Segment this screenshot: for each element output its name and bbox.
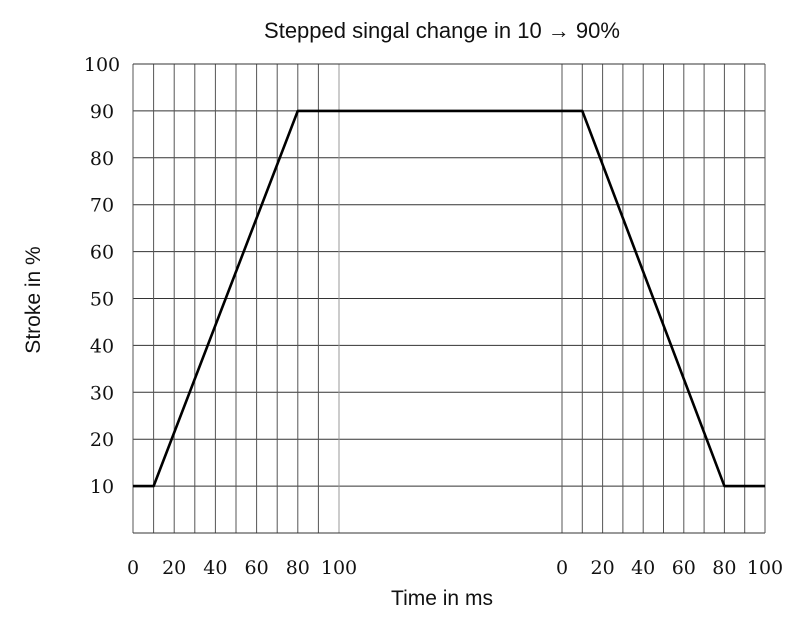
tick-labels: 10 20 30 40 50 60 70 80 90 100 0 20 40 60 80 100 0 20 40 60… [84, 54, 783, 579]
curve-layer [132, 109, 766, 488]
x-tick-label: 20 [591, 557, 615, 579]
x-tick-label: 80 [712, 557, 736, 579]
x-tick-label: 60 [245, 557, 269, 579]
x-tick-label: 40 [631, 557, 655, 579]
y-tick-label: 90 [90, 101, 114, 123]
x-axis-label: Time in ms [391, 587, 493, 610]
y-tick-label: 60 [90, 242, 114, 264]
y-tick-label: 50 [90, 289, 114, 311]
x-tick-label: 20 [162, 557, 186, 579]
x-tick-label: 80 [286, 557, 310, 579]
y-tick-label: 80 [90, 148, 114, 170]
x-tick-label: 100 [321, 557, 357, 579]
x-tick-label: 0 [556, 557, 568, 579]
x-tick-label: 60 [672, 557, 696, 579]
chart-title: Stepped singal change in 10 → 90% [264, 18, 620, 43]
y-tick-label: 40 [90, 335, 114, 357]
y-tick-label: 10 [90, 476, 114, 498]
grid [132, 63, 766, 534]
y-tick-label: 100 [84, 54, 120, 76]
y-tick-label: 30 [90, 382, 114, 404]
y-tick-label: 20 [90, 429, 114, 451]
x-tick-label: 40 [203, 557, 227, 579]
stroke-series-line [133, 109, 765, 488]
x-tick-label: 0 [127, 557, 139, 579]
y-tick-label: 70 [90, 195, 114, 217]
x-tick-label: 100 [747, 557, 783, 579]
y-axis-label: Stroke in % [22, 246, 45, 353]
